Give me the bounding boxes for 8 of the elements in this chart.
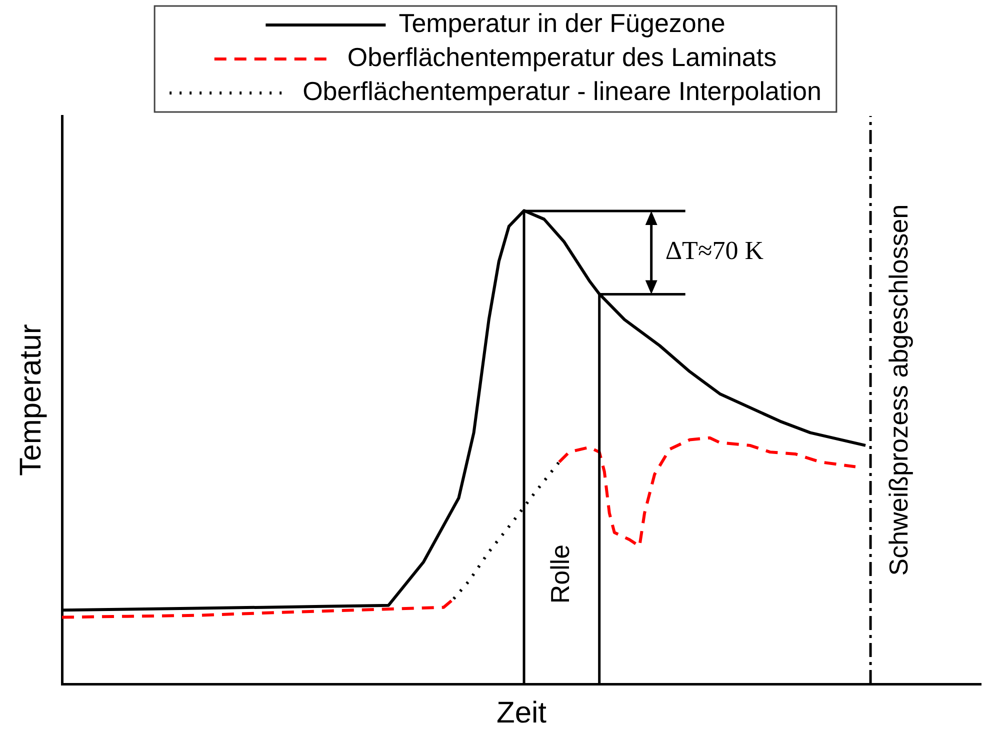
annotation: Schweißprozess abgeschlossen (884, 204, 914, 576)
annotation: Rolle (544, 544, 575, 604)
x-axis-title: Zeit (496, 696, 548, 730)
y-axis-title: Temperatur (14, 324, 48, 476)
annotation: ΔT≈70 K (665, 236, 764, 266)
legend-label: Temperatur in der Fügezone (398, 8, 726, 38)
legend-label: Oberflächentemperatur des Laminats (347, 42, 777, 72)
legend-label: Oberflächentemperatur - lineare Interpolation (302, 76, 822, 106)
